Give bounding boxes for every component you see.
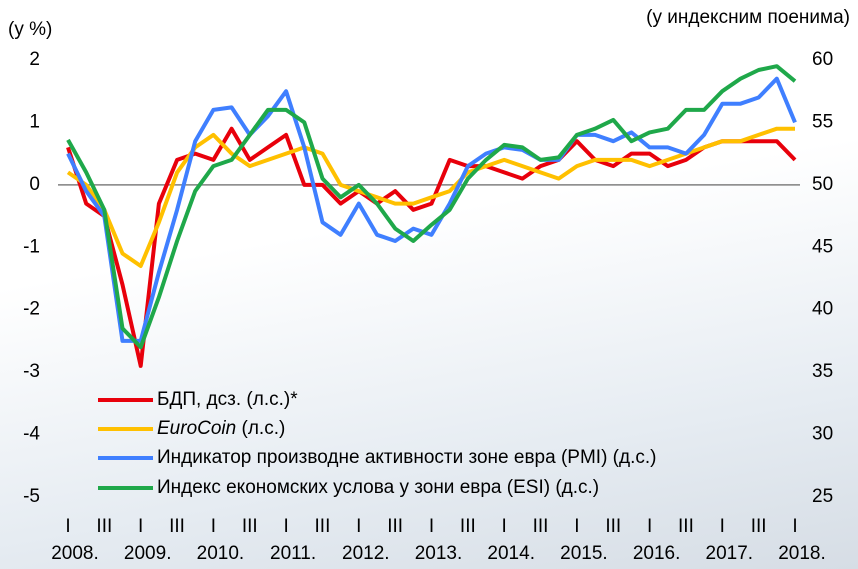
y2-tick-label: 40	[812, 299, 833, 320]
y-tick-label: 1	[29, 111, 40, 132]
y-tick-label: -3	[23, 361, 40, 382]
x-tick-label: I	[356, 516, 361, 537]
series-line	[66, 76, 797, 343]
x-year-label: 2017.	[706, 543, 754, 564]
x-year-label: 2010.	[197, 543, 245, 564]
x-tick-label: I	[792, 516, 797, 537]
x-year-label: 2015.	[560, 543, 608, 564]
x-year-label: 2016.	[633, 543, 681, 564]
x-tick-label: III	[96, 516, 112, 537]
y2-tick-label: 35	[812, 361, 833, 382]
x-tick-label: III	[460, 516, 476, 537]
x-tick-label: III	[533, 516, 549, 537]
y-tick-label: -4	[23, 424, 40, 445]
x-tick-label: III	[678, 516, 694, 537]
y-tick-label: -2	[23, 299, 40, 320]
x-year-label: 2008.	[51, 543, 99, 564]
x-tick-label: I	[502, 516, 507, 537]
x-tick-label: I	[138, 516, 143, 537]
x-tick-label: I	[647, 516, 652, 537]
x-tick-label: III	[387, 516, 403, 537]
x-tick-label: I	[211, 516, 216, 537]
legend-label: Индекс економских услова у зони евра (ES…	[157, 477, 599, 498]
series-line	[66, 126, 795, 268]
x-year-label: 2018.	[778, 543, 826, 564]
y2-axis-label: (у индексним поенима)	[646, 7, 850, 28]
y2-tick-label: 60	[812, 49, 833, 70]
legend-label: EuroCoin (л.с.)	[157, 418, 285, 439]
legend-label-italic: EuroCoin	[157, 418, 242, 439]
x-tick-label: III	[169, 516, 185, 537]
x-tick-label: I	[283, 516, 288, 537]
x-tick-label: III	[315, 516, 331, 537]
legend-label: БДП, дсз. (л.с.)*	[157, 389, 298, 410]
y-tick-label: 0	[29, 174, 40, 195]
x-year-label: 2011.	[270, 543, 316, 564]
y2-tick-label: 45	[812, 236, 833, 257]
x-tick-label: III	[751, 516, 767, 537]
legend-label: Индикатор производне активности зоне евр…	[157, 447, 656, 468]
series-line	[66, 64, 797, 350]
x-tick-label: I	[720, 516, 725, 537]
x-year-label: 2012.	[342, 543, 390, 564]
x-year-label: 2009.	[124, 543, 172, 564]
y2-tick-label: 30	[812, 424, 833, 445]
legend-label-rest: (л.с.)	[242, 418, 286, 439]
y-tick-label: -5	[23, 486, 40, 507]
x-tick-label: III	[605, 516, 621, 537]
y-tick-label: -1	[23, 236, 40, 257]
y2-tick-label: 50	[812, 174, 833, 195]
x-tick-label: I	[574, 516, 579, 537]
y2-tick-label: 55	[812, 111, 833, 132]
y-tick-label: 2	[29, 49, 40, 70]
x-year-label: 2013.	[415, 543, 463, 564]
x-tick-label: III	[242, 516, 258, 537]
x-tick-label: I	[429, 516, 434, 537]
x-year-label: 2014.	[487, 543, 535, 564]
y-axis-label: (у %)	[8, 19, 52, 40]
y2-tick-label: 25	[812, 486, 833, 507]
x-tick-label: I	[65, 516, 70, 537]
